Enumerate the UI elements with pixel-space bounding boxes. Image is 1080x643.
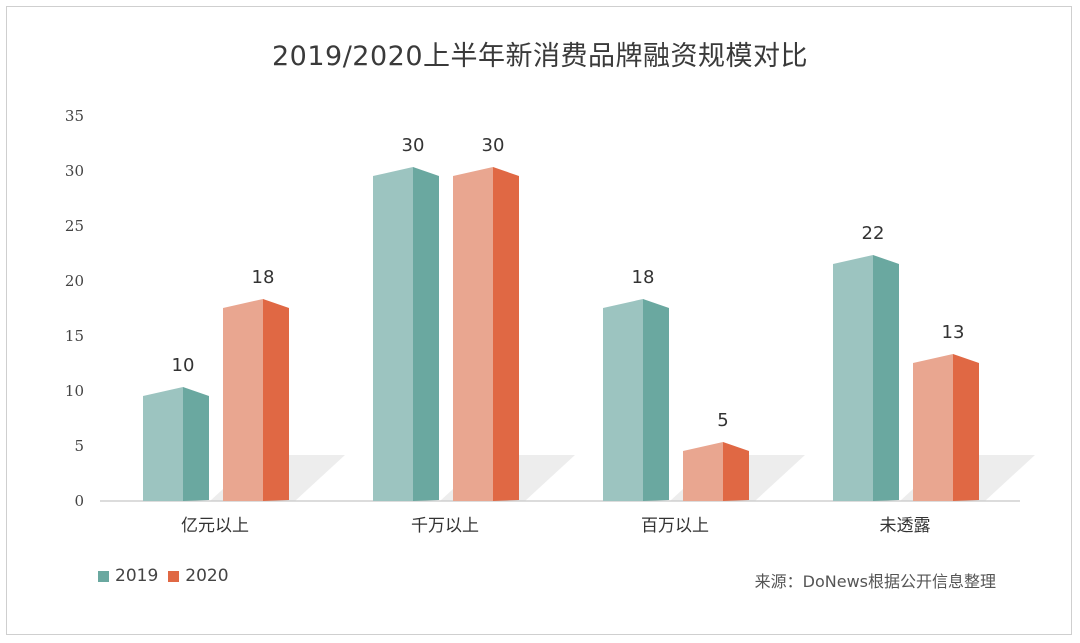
y-tick-label: 35: [65, 107, 84, 125]
legend-label-2019: 2019: [115, 566, 159, 586]
bar-2019-front: [143, 387, 183, 501]
bar-2019-side: [873, 255, 899, 501]
bar-2020-front: [913, 354, 953, 501]
x-category-label: 亿元以上: [181, 516, 249, 536]
data-label: 18: [252, 267, 275, 288]
legend-swatch-2020: [168, 570, 180, 582]
legend-label-2020: 2020: [185, 566, 229, 586]
x-category-label: 百万以上: [641, 516, 709, 536]
y-tick-label: 25: [65, 217, 84, 235]
legend-item-2019: 2019: [98, 566, 158, 586]
y-tick-label: 10: [65, 382, 84, 400]
legend-item-2020: 2020: [168, 566, 229, 586]
data-label: 30: [482, 135, 505, 156]
y-tick-label: 5: [74, 437, 84, 455]
bar-2020-side: [723, 442, 749, 501]
bar-2019-side: [183, 387, 209, 501]
bar-2020-side: [493, 167, 519, 501]
y-tick-label: 0: [74, 492, 84, 510]
bar-2019-side: [413, 167, 439, 501]
legend-swatch-2019: [98, 570, 109, 582]
bar-2020-side: [953, 354, 979, 501]
data-label: 13: [942, 322, 965, 343]
bar-2019-side: [643, 299, 669, 501]
y-tick-label: 20: [65, 272, 84, 290]
bar-2020-front: [453, 167, 493, 501]
data-label: 22: [862, 223, 885, 244]
bar-2020-front: [683, 442, 723, 501]
x-category-label: 千万以上: [411, 516, 479, 536]
data-label: 18: [632, 267, 655, 288]
x-category-label: 未透露: [880, 516, 931, 536]
bar-2019-front: [603, 299, 643, 501]
bar-2020-front: [223, 299, 263, 501]
y-tick-label: 30: [65, 162, 84, 180]
bar-2020-side: [263, 299, 289, 501]
bar-2019-front: [373, 167, 413, 501]
source-note: 来源：DoNews根据公开信息整理: [754, 572, 996, 591]
data-label: 10: [172, 355, 195, 376]
y-tick-label: 15: [65, 327, 84, 345]
chart-title: 2019/2020上半年新消费品牌融资规模对比: [271, 41, 809, 72]
bar-2019-front: [833, 255, 873, 501]
data-label: 30: [402, 135, 425, 156]
data-label: 5: [717, 410, 728, 431]
chart-legend: 2019 2020: [98, 566, 239, 586]
